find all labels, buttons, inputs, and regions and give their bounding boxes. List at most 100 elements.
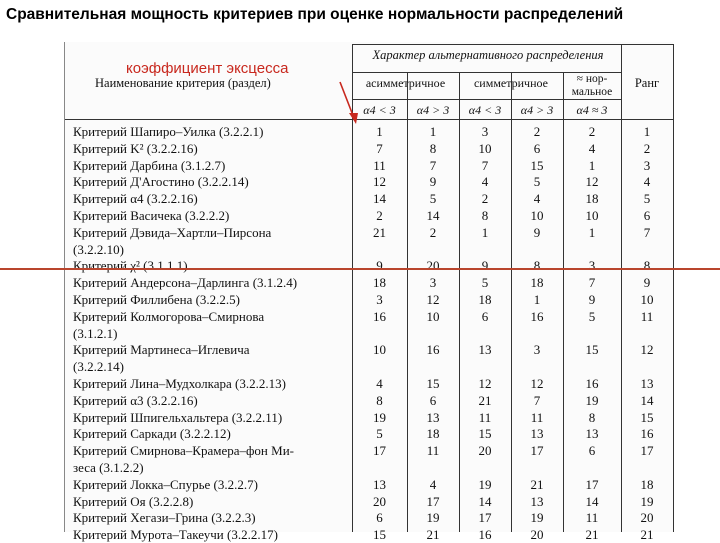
table-cell: 20 (640, 510, 654, 526)
table-cell: 15 (530, 157, 544, 173)
table-cell: 11 (530, 409, 544, 425)
kurtosis-header: α4 > 3 (416, 103, 450, 117)
table-cell: 4 (643, 174, 651, 190)
table-cell: 3 (643, 157, 651, 173)
table-cell: 4 (588, 140, 596, 156)
criterion-name: Критерий Андерсона–Дарлинга (3.1.2.4) (73, 275, 298, 291)
table-cell: 18 (426, 426, 440, 442)
criterion-name: Критерий K² (3.2.2.16) (73, 140, 198, 156)
table-cell: 18 (640, 476, 654, 492)
table-cell: 15 (373, 527, 386, 543)
criterion-name: Критерий Д'Агостино (3.2.2.14) (73, 174, 249, 190)
column-rule (621, 44, 622, 532)
table-cell: 8 (588, 409, 596, 425)
table-cell: 19 (478, 476, 492, 492)
table-cell: 18 (585, 191, 599, 207)
table-cell: 21 (373, 224, 386, 240)
table-cell: 16 (426, 342, 440, 358)
criterion-name: Критерий α3 (3.2.2.16) (73, 392, 198, 408)
highlight-line (0, 268, 720, 270)
table-cell: 9 (376, 258, 383, 274)
header-sub-rule (352, 99, 621, 100)
kurtosis-annotation-label: коэффициент эксцесса (126, 60, 289, 77)
table-cell: 7 (429, 157, 437, 173)
criterion-name-continued: (3.1.2.1) (73, 325, 118, 341)
table-cell: 3 (481, 124, 489, 139)
table-cell: 19 (373, 409, 386, 425)
table-cell: 1 (481, 224, 489, 240)
table-cell: 15 (640, 409, 654, 425)
criterion-name: Критерий Шапиро–Уилка (3.2.2.1) (73, 124, 264, 139)
table-cell: 18 (373, 275, 386, 291)
table-cell: 3 (376, 292, 383, 307)
table-cell: 14 (426, 208, 440, 223)
group-header: Характер альтернативного распределения (372, 48, 604, 62)
table-cell: 6 (588, 443, 596, 459)
table-cell: 13 (640, 376, 654, 391)
table-cell: 20 (373, 493, 386, 509)
table-cell: 1 (643, 124, 651, 139)
sub-header-normal-1: ≈ нор- (576, 73, 608, 85)
criterion-name: Критерий Дарбина (3.1.2.7) (73, 157, 226, 173)
table-cell: 16 (585, 376, 599, 391)
table-cell: 9 (643, 275, 651, 291)
table-cell: 2 (533, 124, 541, 139)
table-cell: 12 (478, 376, 492, 391)
criterion-name: Критерий Филлибена (3.2.2.5) (73, 292, 241, 307)
table-cell: 8 (533, 258, 541, 274)
table-cell: 10 (640, 292, 654, 307)
table-cell: 2 (643, 140, 651, 156)
arrow-head (349, 113, 358, 124)
column-rule (563, 72, 564, 532)
table-cell: 8 (481, 208, 489, 223)
sub-header-asymmetric: асимметричное (365, 76, 446, 90)
table-cell: 21 (426, 527, 440, 543)
table-cell: 17 (530, 443, 544, 459)
criterion-name: Критерий Шпигельхальтера (3.2.2.11) (73, 409, 283, 425)
table-cell: 10 (426, 308, 440, 324)
table-cell: 1 (588, 157, 596, 173)
criterion-name: Критерий Локка–Спурье (3.2.2.7) (73, 476, 258, 492)
kurtosis-header: α4 ≈ 3 (576, 103, 608, 117)
table-cell: 9 (588, 292, 596, 307)
criterion-name-continued: (3.2.2.10) (73, 241, 124, 257)
table-cell: 15 (478, 426, 492, 442)
table-cell: 17 (478, 510, 492, 526)
table-cell: 13 (530, 493, 544, 509)
table-cell: 5 (376, 426, 383, 442)
table-cell: 2 (481, 191, 489, 207)
table-cell: 21 (530, 476, 544, 492)
criterion-name: Критерий Саркади (3.2.2.12) (73, 426, 231, 442)
column-rule (459, 72, 460, 532)
table-cell: 18 (478, 292, 492, 307)
table-cell: 3 (429, 275, 437, 291)
column-rule (673, 44, 674, 532)
table-cell: 13 (585, 426, 599, 442)
criterion-name: Критерий Дэвида–Хартли–Пирсона (73, 224, 272, 240)
table-cell: 5 (588, 308, 596, 324)
table-cell: 4 (481, 174, 489, 190)
table-cell: 11 (426, 443, 440, 459)
table-cell: 12 (426, 292, 440, 307)
criterion-name-header: Наименование критерия (раздел) (95, 76, 271, 90)
table-cell: 10 (373, 342, 386, 358)
table-cell: 16 (640, 426, 654, 442)
sub-header-normal-2: мальное (571, 86, 613, 98)
criterion-name: Критерий Лина–Мудхолкара (3.2.2.13) (73, 376, 286, 391)
table-cell: 1 (588, 224, 596, 240)
table-cell: 19 (640, 493, 654, 509)
table-cell: 4 (429, 476, 437, 492)
criterion-name: Критерий Мартинеса–Иглевича (73, 342, 250, 358)
header-bottom-rule (65, 119, 673, 120)
table-cell: 12 (373, 174, 386, 190)
table-cell: 5 (643, 191, 651, 207)
criterion-name: Критерий Смирнова–Крамера–фон Ми- (73, 443, 294, 459)
sub-header-symmetric: симметричное (473, 76, 548, 90)
table-cell: 19 (426, 510, 440, 526)
scanned-table: Характер альтернативного распределения Ра… (64, 42, 674, 542)
table-cell: 13 (530, 426, 544, 442)
criterion-name: Критерий α4 (3.2.2.16) (73, 191, 198, 207)
table-cell: 8 (643, 258, 651, 274)
table-cell: 5 (481, 275, 489, 291)
